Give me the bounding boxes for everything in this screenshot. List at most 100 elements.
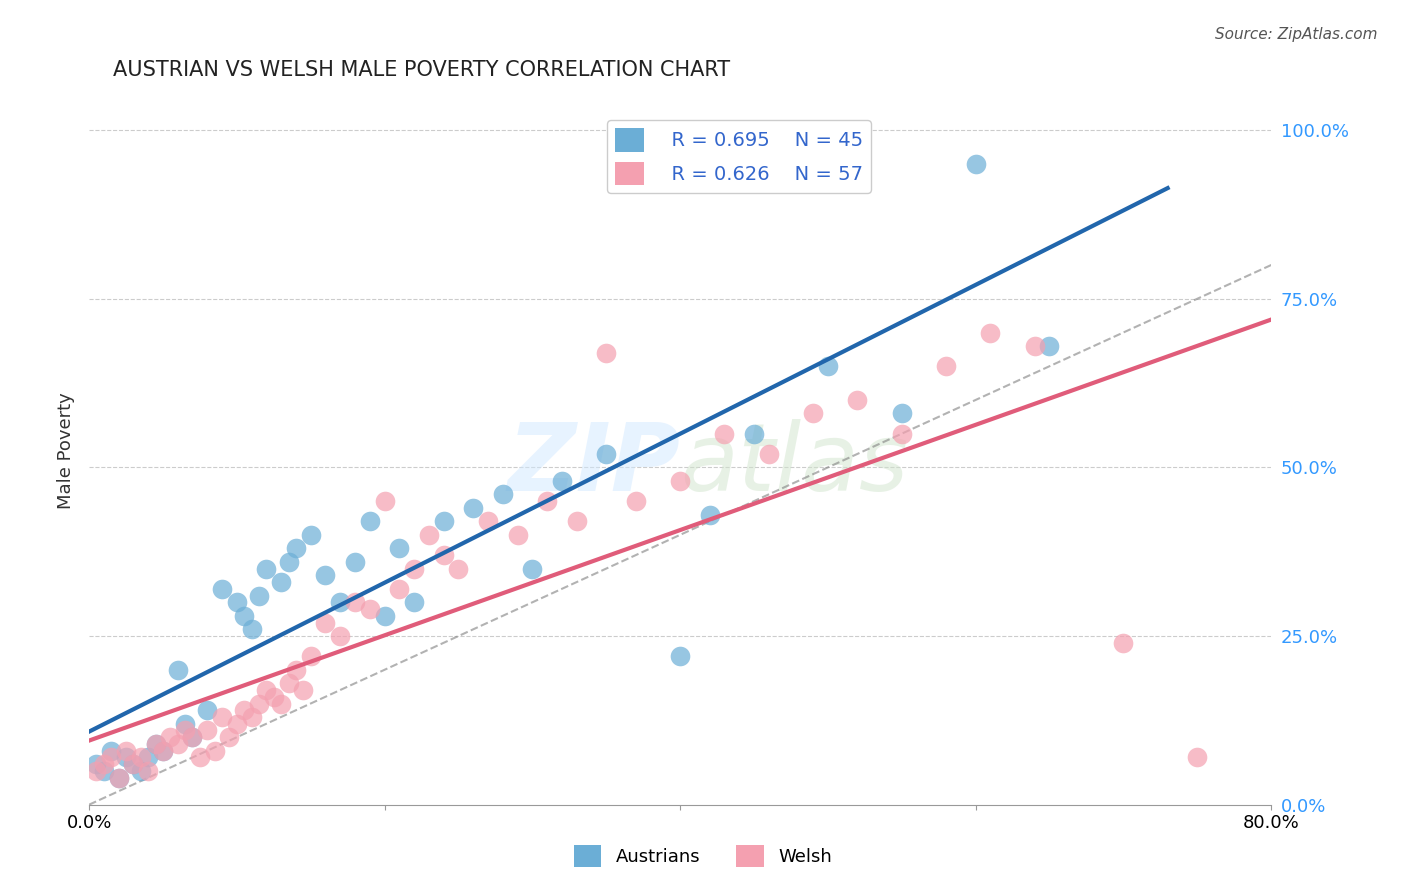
Welsh bbox=[565, 515, 588, 529]
Austrians bbox=[145, 737, 167, 751]
Austrians bbox=[699, 508, 721, 522]
Austrians bbox=[404, 595, 426, 609]
Austrians bbox=[965, 157, 987, 171]
Austrians bbox=[240, 622, 263, 636]
Austrians bbox=[115, 750, 138, 764]
Welsh bbox=[669, 474, 692, 488]
Welsh bbox=[314, 615, 336, 630]
Welsh bbox=[240, 710, 263, 724]
Text: AUSTRIAN VS WELSH MALE POVERTY CORRELATION CHART: AUSTRIAN VS WELSH MALE POVERTY CORRELATI… bbox=[112, 60, 730, 79]
Welsh bbox=[374, 494, 396, 508]
Welsh bbox=[477, 515, 499, 529]
Austrians bbox=[225, 595, 247, 609]
Welsh bbox=[388, 582, 411, 596]
Welsh bbox=[152, 744, 174, 758]
Welsh bbox=[115, 744, 138, 758]
Austrians bbox=[152, 744, 174, 758]
Austrians bbox=[166, 663, 188, 677]
Austrians bbox=[284, 541, 307, 556]
Welsh bbox=[404, 561, 426, 575]
Austrians bbox=[174, 716, 197, 731]
Text: ZIP: ZIP bbox=[508, 418, 681, 511]
Welsh bbox=[344, 595, 367, 609]
Austrians bbox=[463, 500, 485, 515]
Austrians bbox=[195, 703, 218, 717]
Welsh bbox=[122, 757, 145, 772]
Welsh bbox=[595, 345, 617, 359]
Austrians bbox=[233, 608, 256, 623]
Welsh bbox=[270, 697, 292, 711]
Welsh bbox=[195, 723, 218, 738]
Austrians bbox=[136, 750, 159, 764]
Welsh bbox=[299, 649, 322, 664]
Welsh bbox=[166, 737, 188, 751]
Welsh bbox=[86, 764, 108, 778]
Welsh bbox=[1112, 636, 1135, 650]
Welsh bbox=[979, 326, 1001, 340]
Austrians bbox=[122, 757, 145, 772]
Welsh bbox=[329, 629, 352, 643]
Austrians bbox=[107, 771, 129, 785]
Welsh bbox=[536, 494, 558, 508]
Welsh bbox=[93, 757, 115, 772]
Legend: Austrians, Welsh: Austrians, Welsh bbox=[567, 838, 839, 874]
Austrians bbox=[299, 528, 322, 542]
Austrians bbox=[374, 608, 396, 623]
Welsh bbox=[145, 737, 167, 751]
Welsh bbox=[758, 447, 780, 461]
Welsh bbox=[506, 528, 529, 542]
Austrians bbox=[433, 515, 456, 529]
Austrians bbox=[247, 589, 270, 603]
Austrians bbox=[86, 757, 108, 772]
Welsh bbox=[277, 676, 299, 690]
Welsh bbox=[218, 730, 240, 744]
Austrians bbox=[742, 426, 765, 441]
Austrians bbox=[277, 555, 299, 569]
Welsh bbox=[890, 426, 912, 441]
Welsh bbox=[801, 407, 824, 421]
Welsh bbox=[129, 750, 152, 764]
Welsh bbox=[174, 723, 197, 738]
Austrians bbox=[522, 561, 544, 575]
Austrians bbox=[640, 157, 662, 171]
Welsh bbox=[447, 561, 470, 575]
Austrians bbox=[890, 407, 912, 421]
Welsh bbox=[359, 602, 381, 616]
Welsh bbox=[624, 494, 647, 508]
Welsh bbox=[1024, 339, 1046, 353]
Austrians bbox=[93, 764, 115, 778]
Austrians bbox=[181, 730, 204, 744]
Welsh bbox=[284, 663, 307, 677]
Welsh bbox=[100, 750, 122, 764]
Y-axis label: Male Poverty: Male Poverty bbox=[58, 392, 75, 509]
Welsh bbox=[254, 683, 277, 698]
Welsh bbox=[846, 392, 869, 407]
Welsh bbox=[159, 730, 181, 744]
Austrians bbox=[551, 474, 574, 488]
Austrians bbox=[492, 487, 515, 501]
Welsh bbox=[713, 426, 735, 441]
Legend:   R = 0.695    N = 45,   R = 0.626    N = 57: R = 0.695 N = 45, R = 0.626 N = 57 bbox=[607, 120, 872, 193]
Austrians bbox=[329, 595, 352, 609]
Welsh bbox=[1187, 750, 1209, 764]
Welsh bbox=[935, 359, 957, 374]
Welsh bbox=[211, 710, 233, 724]
Austrians bbox=[1038, 339, 1060, 353]
Austrians bbox=[595, 447, 617, 461]
Austrians bbox=[211, 582, 233, 596]
Austrians bbox=[314, 568, 336, 582]
Austrians bbox=[129, 764, 152, 778]
Austrians bbox=[270, 575, 292, 590]
Text: Source: ZipAtlas.com: Source: ZipAtlas.com bbox=[1215, 27, 1378, 42]
Welsh bbox=[225, 716, 247, 731]
Welsh bbox=[263, 690, 285, 704]
Welsh bbox=[181, 730, 204, 744]
Welsh bbox=[204, 744, 226, 758]
Welsh bbox=[188, 750, 211, 764]
Austrians bbox=[359, 515, 381, 529]
Welsh bbox=[433, 548, 456, 562]
Welsh bbox=[233, 703, 256, 717]
Austrians bbox=[254, 561, 277, 575]
Welsh bbox=[292, 683, 315, 698]
Welsh bbox=[107, 771, 129, 785]
